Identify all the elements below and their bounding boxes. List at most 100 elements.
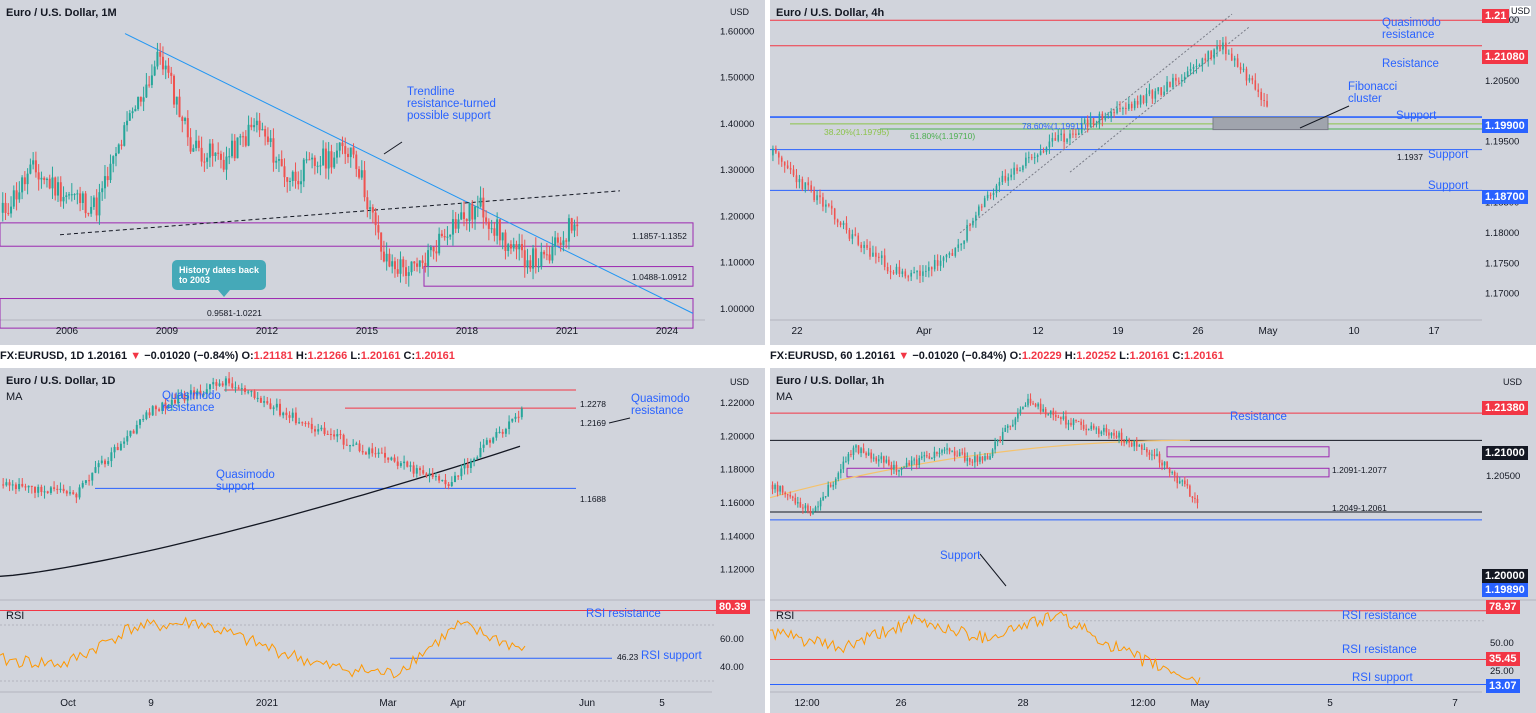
candle	[170, 72, 173, 76]
candle	[1085, 428, 1087, 430]
candle	[532, 248, 535, 269]
zone-label-3: 0.9581-1.0221	[207, 308, 262, 318]
candle	[214, 152, 217, 157]
candle	[1123, 440, 1125, 443]
time-tick: 2012	[256, 326, 279, 337]
candle	[930, 267, 933, 270]
fib-618-label: 61.80%(1.19710)	[910, 131, 976, 141]
candle	[70, 194, 73, 196]
candle	[886, 267, 889, 272]
chart-panel-4h[interactable]: 1.215001.205001.195001.185001.180001.175…	[770, 0, 1536, 345]
candle	[294, 412, 297, 424]
candle	[97, 463, 100, 468]
chart-panel-hourly[interactable]: 1.215001.2050050.0025.0012:00262812:00Ma…	[770, 368, 1536, 713]
candle	[294, 171, 297, 181]
rsi-resistance-label-1: RSI resistance	[1342, 610, 1417, 622]
candle	[948, 448, 951, 452]
trendline	[124, 33, 694, 314]
candle	[134, 109, 137, 112]
candle	[1195, 65, 1198, 67]
candle	[957, 244, 960, 249]
candle	[429, 247, 432, 251]
time-tick: 12:00	[794, 698, 819, 709]
candle	[529, 260, 532, 269]
chart-hourly-canvas[interactable]: 1.215001.2050050.0025.0012:00262812:00Ma…	[770, 368, 1536, 713]
candle	[1103, 428, 1105, 432]
candle	[305, 159, 308, 161]
candle	[224, 378, 227, 386]
chart-daily-canvas[interactable]: 1.22000 1.20000 1.18000 1.16000 1.14000 1.120…	[0, 368, 765, 713]
rsi-line	[770, 611, 1201, 686]
candle	[183, 393, 186, 401]
candle	[1125, 439, 1128, 443]
candle	[282, 412, 285, 416]
chart-panel-daily[interactable]: 1.22000 1.20000 1.18000 1.16000 1.14000 1.120…	[0, 368, 765, 713]
candle	[1052, 410, 1055, 416]
candle	[482, 444, 485, 448]
candle	[91, 472, 94, 481]
candle	[424, 262, 427, 267]
time-tick: 19	[1112, 326, 1124, 337]
candle	[250, 391, 253, 393]
candle	[407, 272, 410, 276]
candle	[344, 146, 347, 154]
candle	[244, 136, 247, 146]
close-label: C:	[1172, 350, 1184, 362]
candle	[1189, 69, 1192, 72]
chart-4h-canvas[interactable]: 1.215001.205001.195001.185001.180001.175…	[770, 0, 1536, 345]
close-label: C:	[403, 350, 416, 362]
candle	[336, 434, 339, 437]
candle	[1051, 138, 1054, 142]
candle	[266, 136, 269, 142]
candle	[1039, 403, 1042, 412]
candle	[562, 240, 565, 245]
history-callout: History dates back to 2003	[172, 260, 267, 290]
candle	[1033, 157, 1036, 159]
candle	[813, 190, 815, 201]
candle	[913, 272, 915, 274]
candle	[804, 182, 807, 190]
candle	[979, 456, 981, 462]
candle	[352, 147, 355, 155]
candle	[385, 253, 388, 262]
candle	[996, 440, 999, 442]
candle	[1166, 81, 1168, 92]
candle	[209, 384, 211, 390]
candle	[567, 218, 570, 242]
candle	[992, 192, 995, 195]
candle	[468, 203, 471, 222]
candle	[509, 244, 512, 249]
price-tick: 1.00000	[720, 304, 754, 315]
candle	[297, 180, 300, 185]
candle	[228, 378, 231, 384]
quasimodo-support: Quasimodo support	[216, 469, 275, 493]
candle	[65, 491, 68, 494]
candle	[132, 430, 135, 434]
chart-monthly-canvas[interactable]: 1.60000 1.50000 1.40000 1.30000 1.20000 1.100…	[0, 0, 765, 345]
candle	[109, 163, 112, 181]
candle	[98, 192, 101, 216]
candle	[211, 143, 214, 157]
chart-panel-monthly[interactable]: 1.60000 1.50000 1.40000 1.30000 1.20000 1.100…	[0, 0, 765, 345]
candle	[95, 197, 98, 216]
candle	[285, 412, 288, 416]
candle	[1063, 133, 1065, 142]
candle	[878, 256, 880, 259]
candle	[872, 252, 874, 257]
candle	[548, 254, 551, 261]
candle	[1148, 90, 1151, 94]
candle	[40, 486, 43, 493]
candle	[508, 421, 511, 429]
price-tag-resistance: 1.21380	[1482, 401, 1528, 415]
candle	[518, 244, 521, 250]
candle	[907, 276, 910, 278]
candle	[493, 228, 496, 236]
candle	[1157, 87, 1160, 92]
zone-box	[0, 222, 694, 247]
candle	[280, 159, 283, 167]
candle	[310, 423, 313, 430]
symbol: FX:EURUSD, 60	[770, 350, 853, 362]
candle	[860, 244, 862, 248]
candle	[1089, 118, 1092, 127]
candle	[792, 169, 795, 176]
